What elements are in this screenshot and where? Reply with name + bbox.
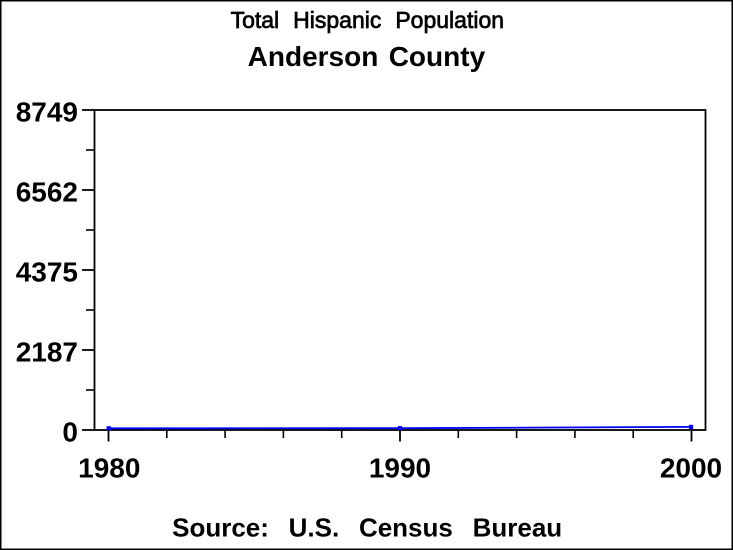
svg-text:Anderson County: Anderson County xyxy=(248,41,486,72)
svg-text:Source: U.S. Census Bureau: Source: U.S. Census Bureau xyxy=(172,513,562,543)
svg-text:8749: 8749 xyxy=(16,97,78,128)
svg-text:2000: 2000 xyxy=(660,453,722,484)
svg-text:4375: 4375 xyxy=(16,257,78,288)
svg-text:Total Hispanic Population: Total Hispanic Population xyxy=(231,7,504,33)
svg-text:1980: 1980 xyxy=(78,453,140,484)
svg-text:2187: 2187 xyxy=(16,337,78,368)
svg-text:0: 0 xyxy=(62,417,78,448)
svg-text:1990: 1990 xyxy=(369,453,431,484)
svg-text:6562: 6562 xyxy=(16,177,78,208)
